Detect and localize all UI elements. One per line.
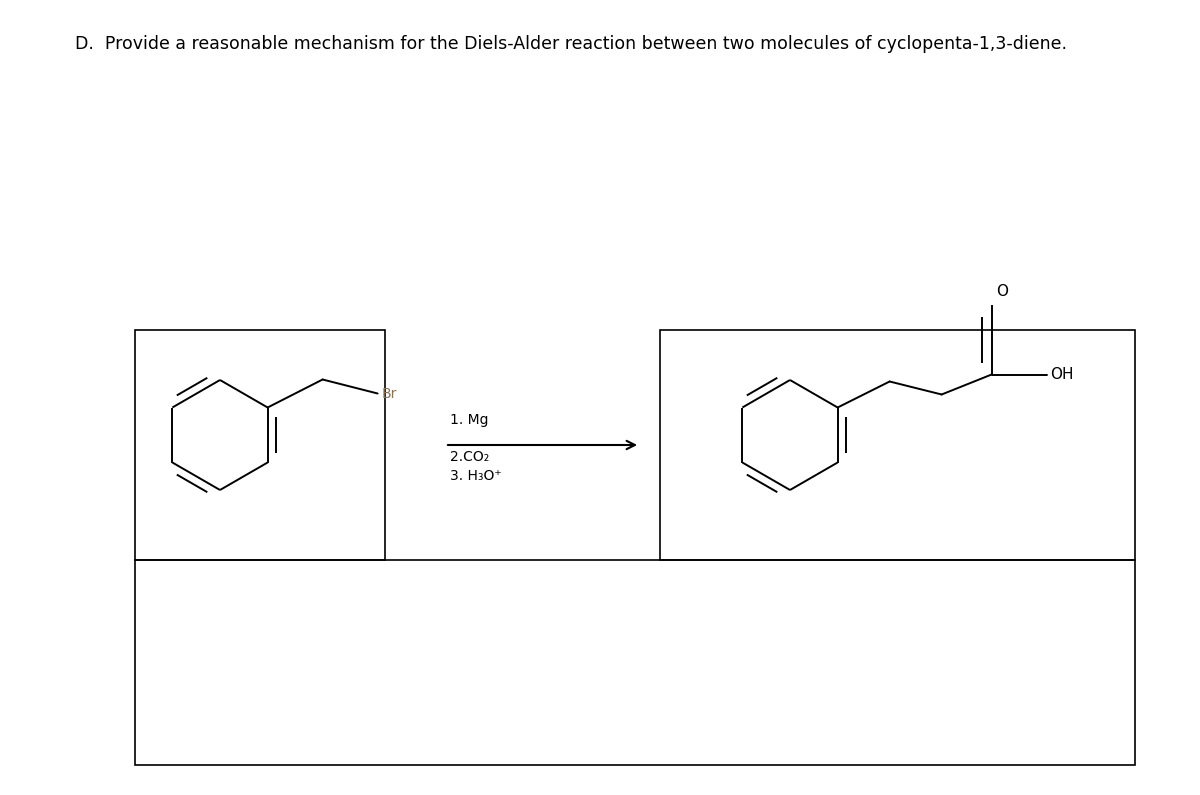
Text: 3. H₃O⁺: 3. H₃O⁺ (450, 469, 502, 483)
Text: 2.CO₂: 2.CO₂ (450, 450, 490, 464)
Text: Br: Br (382, 386, 397, 401)
Text: D.  Provide a reasonable mechanism for the Diels-Alder reaction between two mole: D. Provide a reasonable mechanism for th… (74, 35, 1067, 53)
Text: 1. Mg: 1. Mg (450, 413, 488, 427)
Text: O: O (996, 285, 1008, 300)
Text: OH: OH (1050, 367, 1073, 382)
